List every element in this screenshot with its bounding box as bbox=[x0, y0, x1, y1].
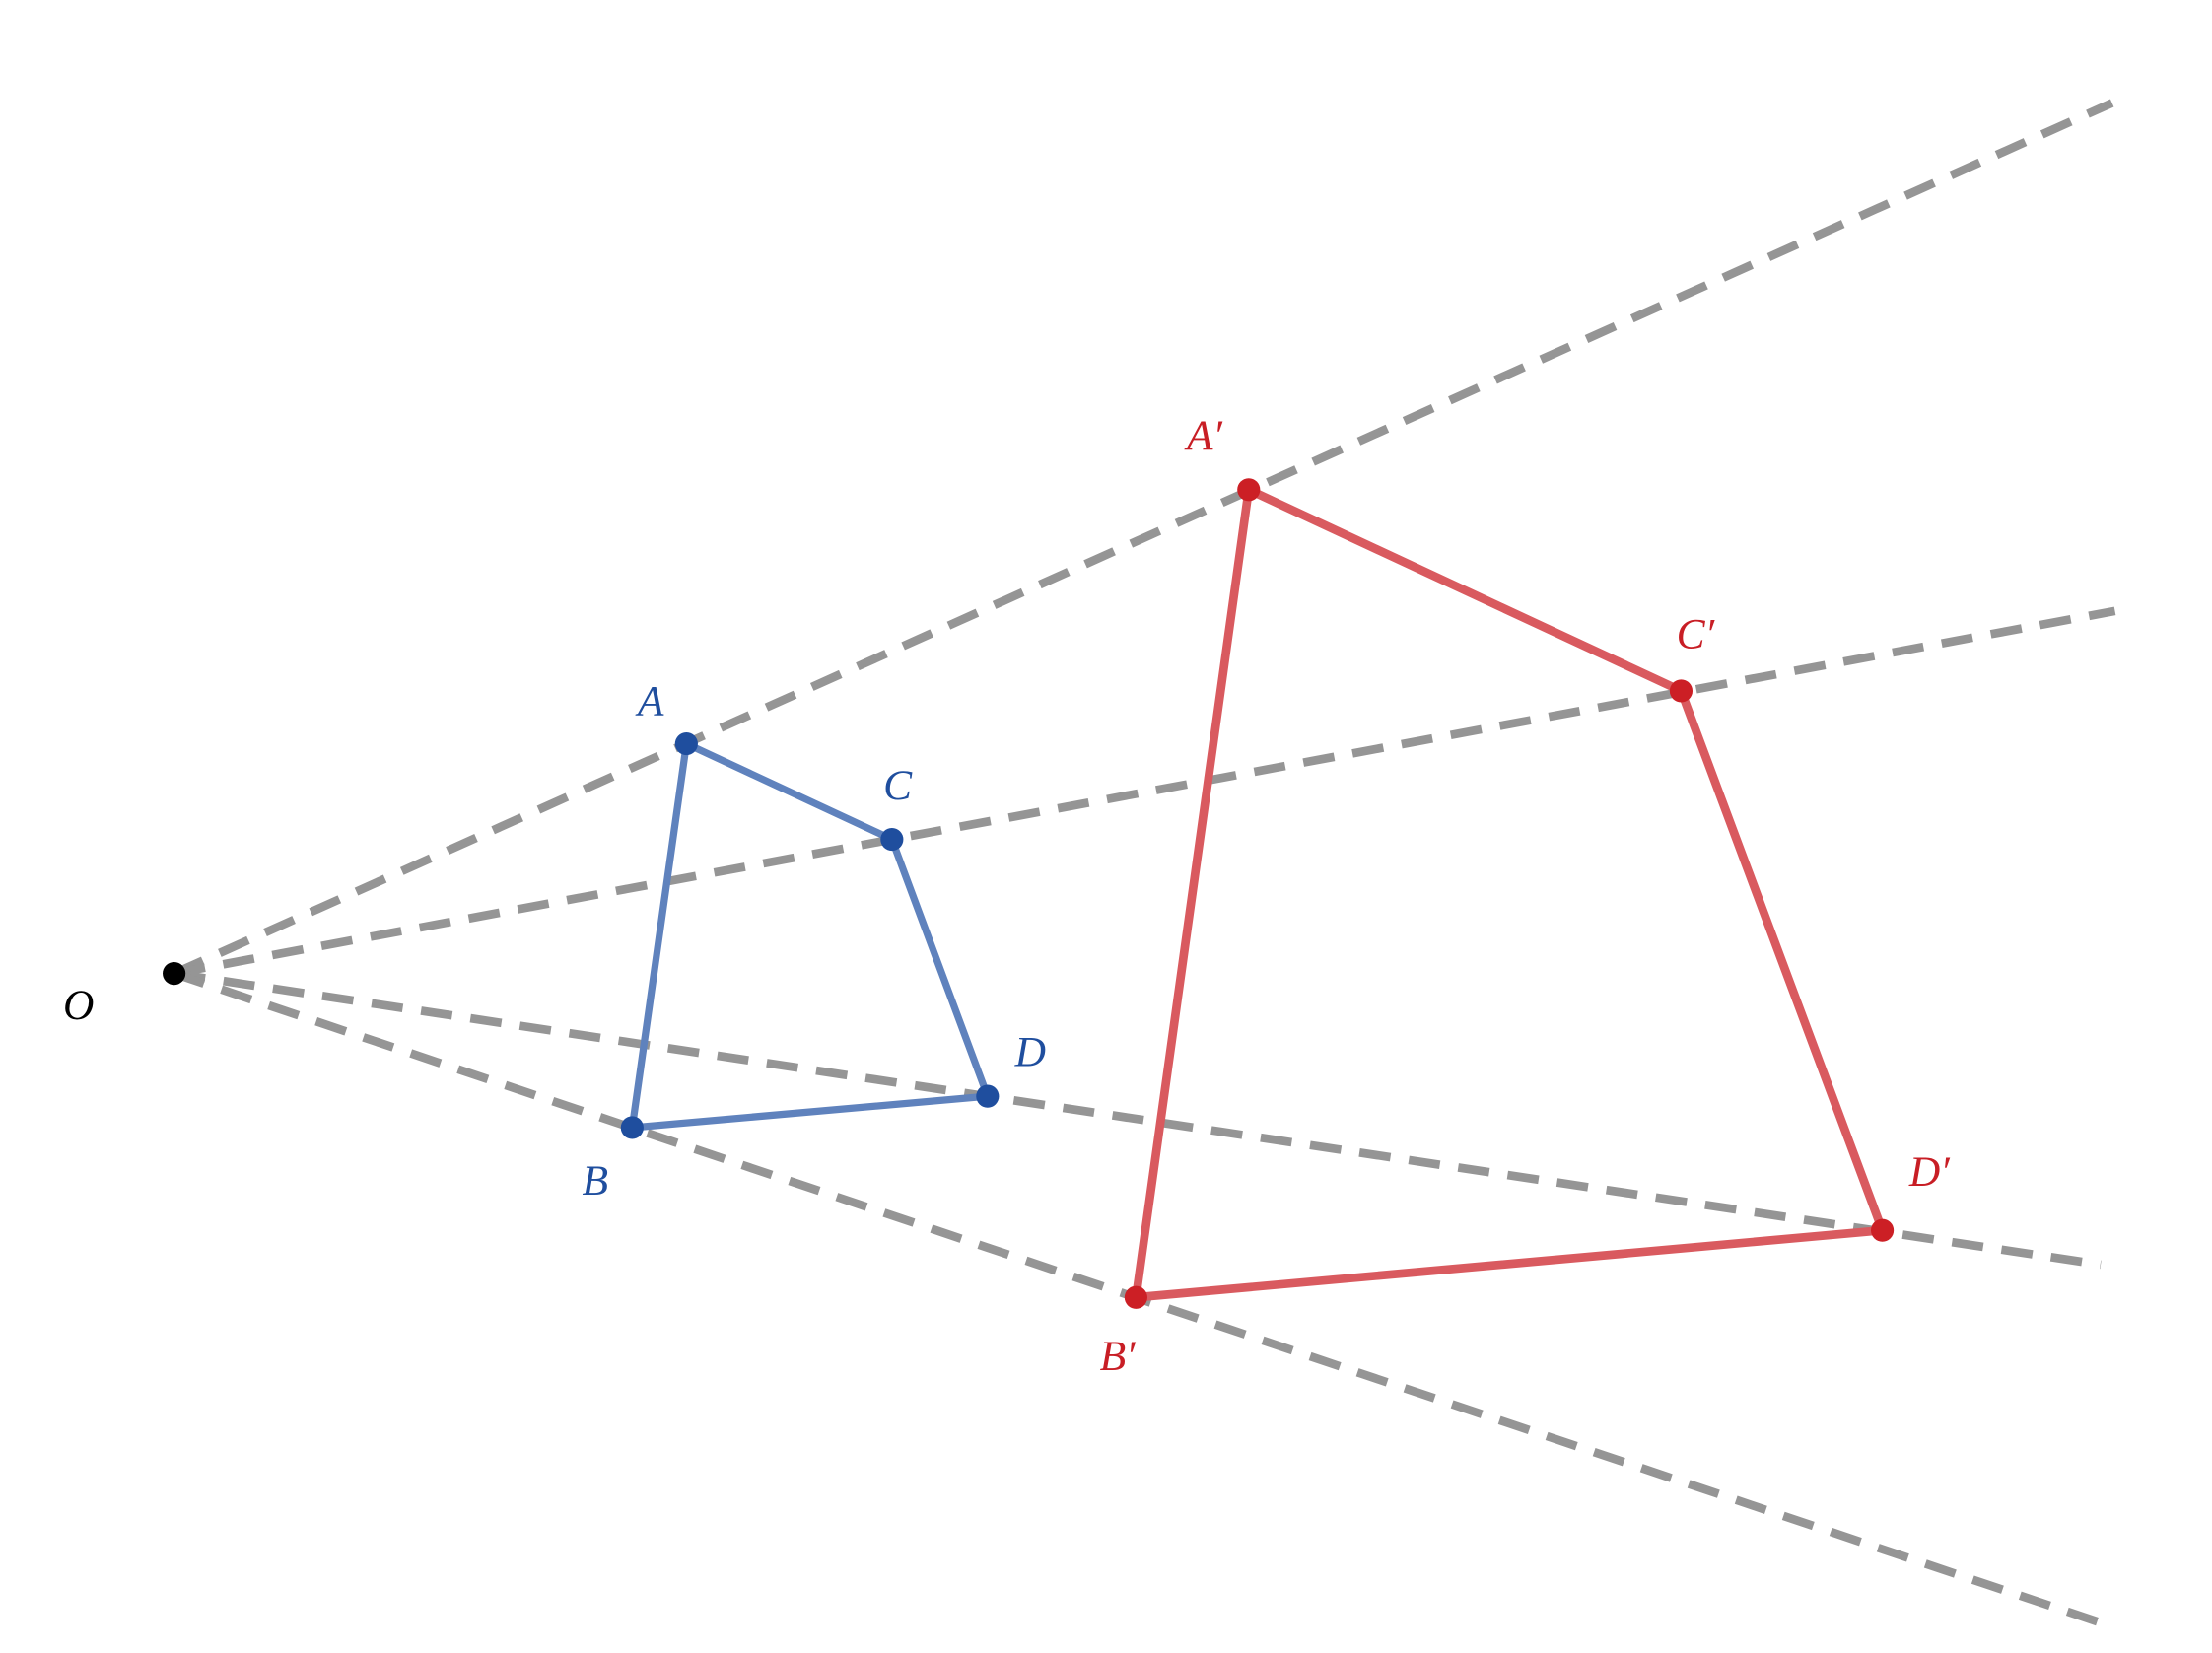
original-shape bbox=[628, 739, 992, 1132]
point bbox=[674, 731, 698, 756]
ray bbox=[173, 969, 2102, 1270]
point-label: A bbox=[635, 677, 664, 724]
point bbox=[976, 1084, 1000, 1108]
point-label: D bbox=[1014, 1029, 1046, 1076]
point bbox=[1669, 679, 1694, 703]
point-label: O bbox=[63, 982, 94, 1029]
point bbox=[620, 1116, 644, 1139]
point-label: C bbox=[883, 762, 913, 809]
point bbox=[1124, 1285, 1147, 1309]
point-label: A′ bbox=[1184, 412, 1224, 459]
ray bbox=[172, 99, 2114, 978]
point bbox=[1237, 478, 1261, 502]
ray bbox=[173, 606, 2116, 978]
point-label: D′ bbox=[1908, 1148, 1951, 1196]
point-label: C′ bbox=[1677, 610, 1716, 657]
point-label: B′ bbox=[1100, 1333, 1138, 1380]
center-point bbox=[163, 962, 186, 986]
point-label: B bbox=[582, 1157, 608, 1205]
point bbox=[880, 827, 904, 852]
point bbox=[1870, 1218, 1895, 1242]
